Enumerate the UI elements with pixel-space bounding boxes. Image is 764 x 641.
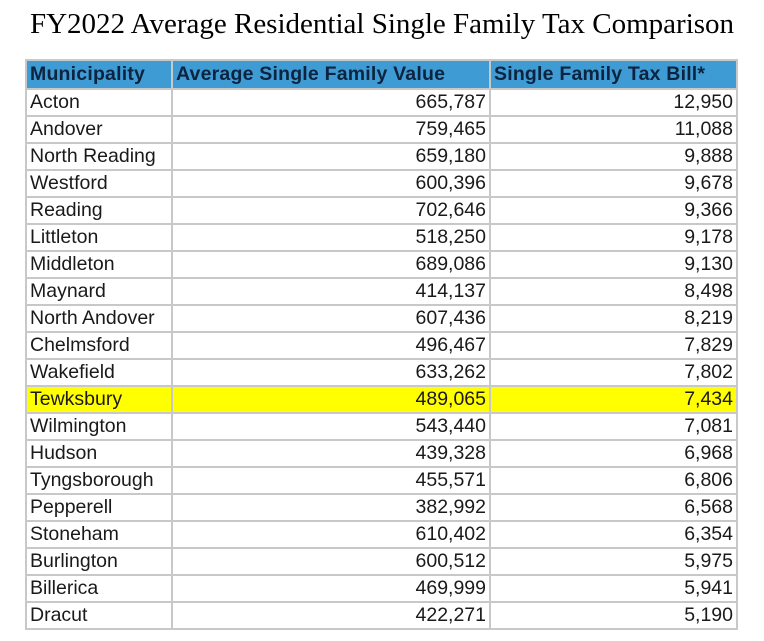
municipality-cell: Wilmington xyxy=(25,412,173,441)
table-row: Acton 665,787 12,950 xyxy=(25,88,738,117)
average-value-cell: 659,180 xyxy=(171,142,491,171)
tax-bill-cell: 12,950 xyxy=(489,88,738,117)
tax-bill-cell: 5,975 xyxy=(489,547,738,576)
average-value-cell: 689,086 xyxy=(171,250,491,279)
tax-bill-cell: 5,941 xyxy=(489,574,738,603)
tax-bill-cell: 9,678 xyxy=(489,169,738,198)
table-header-row: Municipality Average Single Family Value… xyxy=(25,59,738,90)
table-row: Tyngsborough 455,571 6,806 xyxy=(25,466,738,495)
municipality-cell: Maynard xyxy=(25,277,173,306)
table-row: Chelmsford 496,467 7,829 xyxy=(25,331,738,360)
tax-bill-cell: 7,081 xyxy=(489,412,738,441)
tax-bill-cell: 5,190 xyxy=(489,601,738,630)
table-body: Acton 665,787 12,950 Andover 759,465 11,088 No… xyxy=(25,88,738,630)
average-value-cell: 469,999 xyxy=(171,574,491,603)
tax-comparison-table: Municipality Average Single Family Value… xyxy=(25,59,738,630)
tax-bill-cell: 6,568 xyxy=(489,493,738,522)
page-title: FY2022 Average Residential Single Family… xyxy=(29,8,735,40)
municipality-cell: North Andover xyxy=(25,304,173,333)
average-value-cell: 600,396 xyxy=(171,169,491,198)
municipality-cell: Acton xyxy=(25,88,173,117)
municipality-cell: Stoneham xyxy=(25,520,173,549)
average-value-cell: 422,271 xyxy=(171,601,491,630)
average-value-cell: 702,646 xyxy=(171,196,491,225)
municipality-cell: Dracut xyxy=(25,601,173,630)
tax-bill-cell: 7,802 xyxy=(489,358,738,387)
average-value-cell: 518,250 xyxy=(171,223,491,252)
tax-bill-cell: 6,806 xyxy=(489,466,738,495)
table-row: North Andover 607,436 8,219 xyxy=(25,304,738,333)
table-row: Tewksbury 489,065 7,434 xyxy=(25,385,738,414)
tax-bill-cell: 9,366 xyxy=(489,196,738,225)
average-value-cell: 633,262 xyxy=(171,358,491,387)
table-row: Andover 759,465 11,088 xyxy=(25,115,738,144)
column-header-municipality: Municipality xyxy=(25,59,173,90)
tax-bill-cell: 8,219 xyxy=(489,304,738,333)
table-row: Dracut 422,271 5,190 xyxy=(25,601,738,630)
table-row: Stoneham 610,402 6,354 xyxy=(25,520,738,549)
municipality-cell: Billerica xyxy=(25,574,173,603)
average-value-cell: 489,065 xyxy=(171,385,491,414)
municipality-cell: Reading xyxy=(25,196,173,225)
average-value-cell: 414,137 xyxy=(171,277,491,306)
table-row: Westford 600,396 9,678 xyxy=(25,169,738,198)
table-row: Middleton 689,086 9,130 xyxy=(25,250,738,279)
municipality-cell: Hudson xyxy=(25,439,173,468)
average-value-cell: 610,402 xyxy=(171,520,491,549)
tax-bill-cell: 8,498 xyxy=(489,277,738,306)
tax-bill-cell: 9,888 xyxy=(489,142,738,171)
municipality-cell: Wakefield xyxy=(25,358,173,387)
tax-bill-cell: 9,130 xyxy=(489,250,738,279)
average-value-cell: 607,436 xyxy=(171,304,491,333)
table-row: Wakefield 633,262 7,802 xyxy=(25,358,738,387)
column-header-tax-bill: Single Family Tax Bill* xyxy=(489,59,738,90)
table-row: Wilmington 543,440 7,081 xyxy=(25,412,738,441)
table-row: Pepperell 382,992 6,568 xyxy=(25,493,738,522)
municipality-cell: Tyngsborough xyxy=(25,466,173,495)
average-value-cell: 439,328 xyxy=(171,439,491,468)
table-row: Maynard 414,137 8,498 xyxy=(25,277,738,306)
table-row: Hudson 439,328 6,968 xyxy=(25,439,738,468)
municipality-cell: Burlington xyxy=(25,547,173,576)
municipality-cell: Littleton xyxy=(25,223,173,252)
tax-bill-cell: 6,354 xyxy=(489,520,738,549)
average-value-cell: 665,787 xyxy=(171,88,491,117)
municipality-cell: Andover xyxy=(25,115,173,144)
tax-bill-cell: 7,829 xyxy=(489,331,738,360)
municipality-cell: Westford xyxy=(25,169,173,198)
table-row: Burlington 600,512 5,975 xyxy=(25,547,738,576)
tax-bill-cell: 6,968 xyxy=(489,439,738,468)
table-row: Reading 702,646 9,366 xyxy=(25,196,738,225)
column-header-average-value: Average Single Family Value xyxy=(171,59,491,90)
tax-bill-cell: 9,178 xyxy=(489,223,738,252)
municipality-cell: Pepperell xyxy=(25,493,173,522)
municipality-cell: Tewksbury xyxy=(25,385,173,414)
municipality-cell: Chelmsford xyxy=(25,331,173,360)
municipality-cell: Middleton xyxy=(25,250,173,279)
table-row: Billerica 469,999 5,941 xyxy=(25,574,738,603)
average-value-cell: 496,467 xyxy=(171,331,491,360)
table-row: North Reading 659,180 9,888 xyxy=(25,142,738,171)
average-value-cell: 600,512 xyxy=(171,547,491,576)
municipality-cell: North Reading xyxy=(25,142,173,171)
average-value-cell: 382,992 xyxy=(171,493,491,522)
table-row: Littleton 518,250 9,178 xyxy=(25,223,738,252)
tax-bill-cell: 11,088 xyxy=(489,115,738,144)
tax-bill-cell: 7,434 xyxy=(489,385,738,414)
average-value-cell: 759,465 xyxy=(171,115,491,144)
average-value-cell: 455,571 xyxy=(171,466,491,495)
average-value-cell: 543,440 xyxy=(171,412,491,441)
